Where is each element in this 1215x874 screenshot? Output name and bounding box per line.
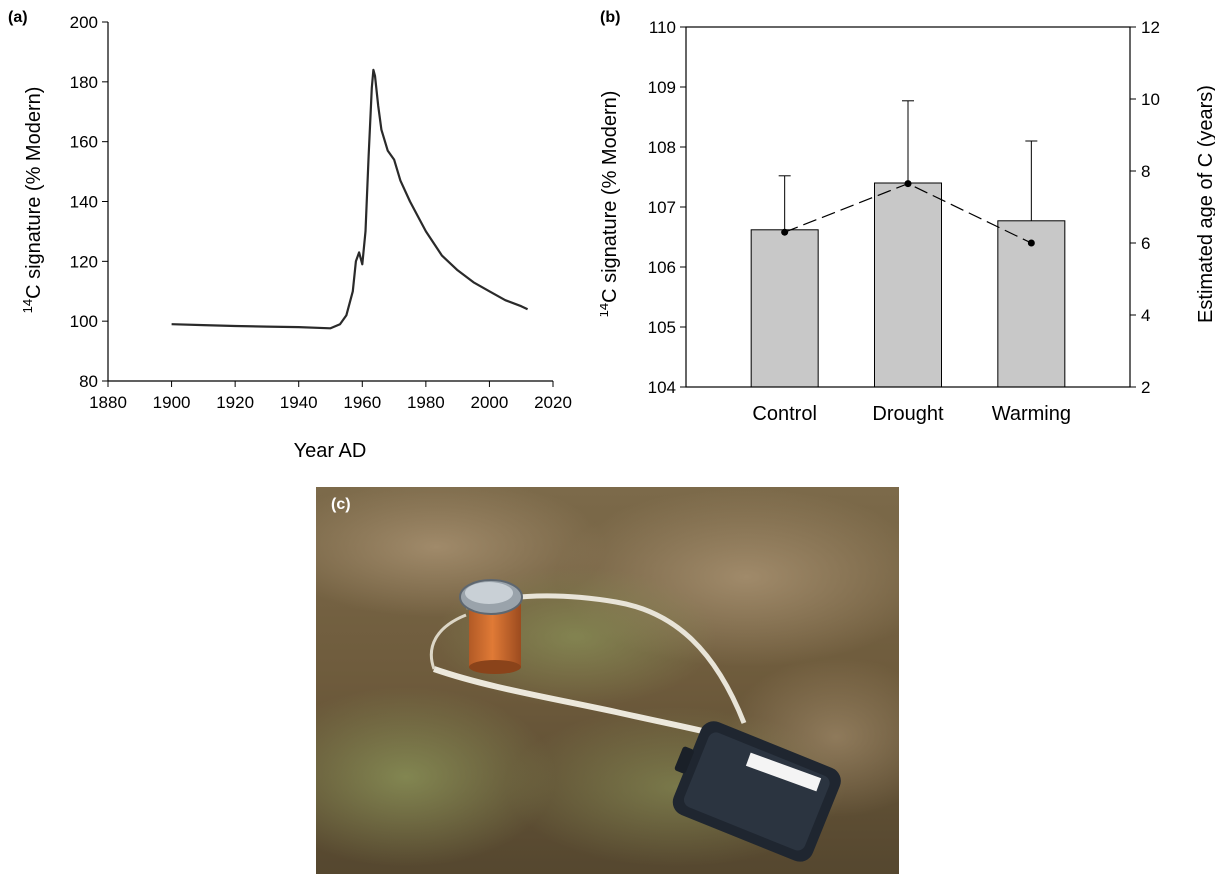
- y2-tick-label: 4: [1141, 306, 1150, 325]
- y-tick-label: 109: [648, 78, 676, 97]
- y-tick-label: 107: [648, 198, 676, 217]
- y-tick-label: 120: [70, 252, 98, 271]
- y-tick-label: 108: [648, 138, 676, 157]
- y-axis-title-a-text: C signature (% Modern): [23, 87, 45, 299]
- x-tick-label: 1940: [280, 393, 318, 412]
- y-axis-title-a: 14C signature (% Modern): [20, 87, 45, 314]
- y2-tick-label: 2: [1141, 378, 1150, 397]
- y-tick-label: 104: [648, 378, 676, 397]
- y-tick-label: 180: [70, 73, 98, 92]
- y-tick-label: 80: [79, 372, 98, 391]
- field-photo: [316, 487, 899, 874]
- age-point: [1027, 239, 1035, 247]
- x-tick-label: 1920: [216, 393, 254, 412]
- chart-a-ticks: 1880 1900 1920 1940 1960 1980 2000 2020 80 100 120…: [70, 13, 572, 412]
- panel-b-label: (b): [600, 9, 620, 26]
- chart-b-bars: [750, 182, 1066, 388]
- y-axis-title-b-text: C signature (% Modern): [600, 91, 621, 303]
- collar-lid-highlight: [465, 582, 513, 604]
- y-tick-label: 110: [649, 18, 676, 37]
- radiocarbon-series-line: [171, 68, 529, 330]
- bar-control: [750, 229, 819, 388]
- x-tick-label: 2020: [534, 393, 572, 412]
- category-label: Drought: [872, 403, 944, 425]
- y-tick-label: 200: [70, 13, 98, 32]
- logger-case-sticker: [745, 752, 822, 792]
- x-tick-label: 1900: [153, 393, 191, 412]
- bar-warming: [997, 220, 1066, 388]
- y2-axis-title-b: Estimated age of C (years): [1195, 85, 1215, 323]
- x-tick-label: 1960: [343, 393, 381, 412]
- y-axis-title-b: 14C signature (% Modern): [600, 91, 621, 318]
- bar-drought: [874, 182, 942, 388]
- category-label: Warming: [992, 403, 1071, 425]
- tube: [429, 613, 467, 670]
- age-point: [904, 180, 912, 188]
- x-tick-label: 2000: [471, 393, 509, 412]
- y-tick-label: 106: [648, 258, 676, 277]
- y-tick-label: 105: [648, 318, 676, 337]
- chart-b-category-labels: Control Drought Warming: [752, 403, 1071, 425]
- x-tick-label: 1980: [407, 393, 445, 412]
- chart-a: (a) 1880 1900 1920 1940 1960 1980 2000 2020 80 10…: [8, 9, 572, 462]
- y2-tick-label: 6: [1141, 234, 1150, 253]
- soil-collar-base: [469, 660, 521, 674]
- y-tick-label: 100: [70, 312, 98, 331]
- tube: [433, 666, 712, 736]
- y-tick-label: 140: [70, 193, 98, 212]
- chart-b-error-bars: [778, 100, 1038, 230]
- y-axis-title-b-sup: 14: [600, 303, 611, 317]
- panel-a-label: (a): [8, 9, 28, 26]
- y2-tick-label: 8: [1141, 162, 1150, 181]
- chart-b-ticks: 104 105 106 107 108 109 110 2 4 6 8 10 12: [648, 18, 1160, 397]
- logger-case-lid: [683, 732, 830, 851]
- chart-a-series: [171, 68, 529, 330]
- grass-patch: [316, 687, 556, 867]
- x-tick-label: 1880: [89, 393, 127, 412]
- field-photo-illustration: [316, 487, 899, 874]
- y2-tick-label: 10: [1141, 90, 1160, 109]
- category-label: Control: [752, 403, 816, 425]
- y2-tick-label: 12: [1141, 18, 1160, 37]
- y-axis-title-a-sup: 14: [20, 299, 35, 313]
- panel-c-label: (c): [331, 496, 351, 513]
- logger-case: [672, 721, 841, 862]
- age-point: [781, 228, 789, 236]
- chart-b: (b) 104 105 106 107 108 109 110 2 4 6 8 10 12 Contro…: [600, 9, 1215, 425]
- y-tick-label: 160: [70, 133, 98, 152]
- chart-b-age-series: [781, 180, 1035, 247]
- logger-case-handle: [674, 746, 694, 774]
- x-axis-title-a: Year AD: [294, 440, 367, 462]
